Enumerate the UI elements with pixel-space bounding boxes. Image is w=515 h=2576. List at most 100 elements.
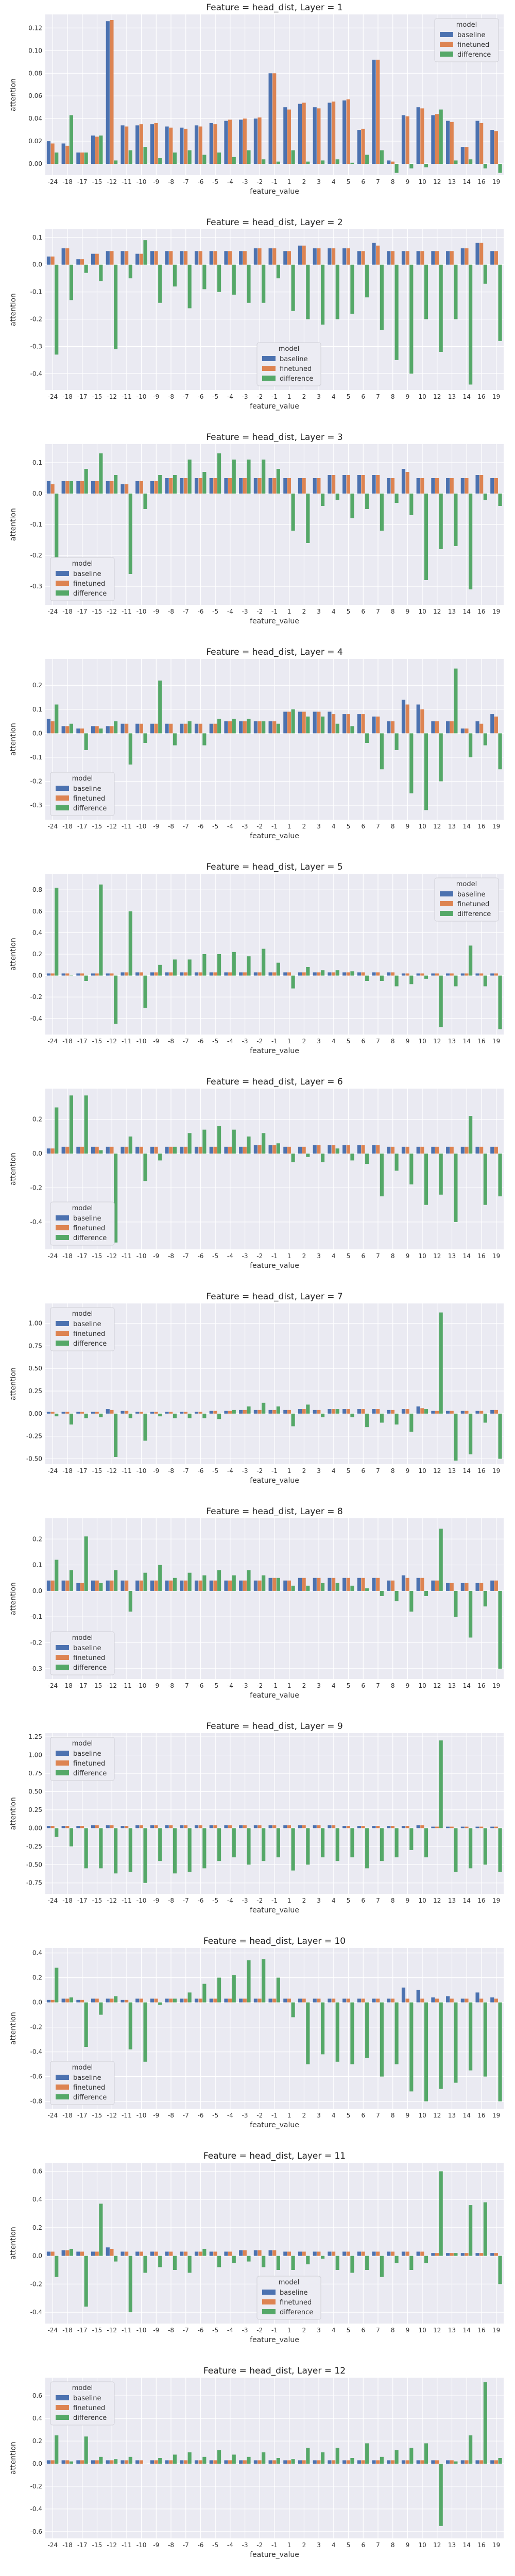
bar-baseline <box>106 1580 110 1591</box>
x-tick-label: -15 <box>92 1252 102 1260</box>
x-tick-label: -9 <box>153 393 159 400</box>
bar-baseline <box>61 1412 65 1414</box>
bar-finetuned <box>420 251 424 265</box>
y-tick-label: 0.6 <box>32 2392 42 2399</box>
bar-finetuned <box>65 1412 70 1414</box>
x-tick-label: -15 <box>92 2112 102 2119</box>
x-tick-label: 13 <box>448 1682 456 1689</box>
bar-finetuned <box>258 721 262 734</box>
bar-baseline <box>490 1580 494 1591</box>
bar-baseline <box>46 1148 51 1154</box>
bar-baseline <box>475 475 479 494</box>
bar-baseline <box>431 2460 435 2464</box>
bar-baseline <box>106 21 110 164</box>
bar-finetuned <box>50 721 55 734</box>
bar-difference <box>306 1154 310 1157</box>
x-tick-label: -1 <box>271 1897 278 1904</box>
bar-finetuned <box>346 1998 350 2003</box>
y-tick-label: -0.1 <box>30 289 42 296</box>
bar-baseline <box>446 1996 450 2003</box>
bar-baseline <box>401 251 406 265</box>
bar-baseline <box>239 2460 243 2464</box>
bar-finetuned <box>243 2250 247 2256</box>
bar-difference <box>409 494 414 515</box>
bar-baseline <box>298 1998 302 2003</box>
x-tick-label: 8 <box>391 1467 395 1475</box>
bar-difference <box>439 2171 443 2256</box>
bar-baseline <box>150 972 154 976</box>
bar-finetuned <box>390 1410 395 1414</box>
bar-difference <box>202 1828 207 1869</box>
x-tick-label: -12 <box>107 178 117 185</box>
bar-difference <box>350 1413 354 1417</box>
y-tick-label: -0.2 <box>30 2280 42 2287</box>
x-tick-label: -5 <box>212 823 218 830</box>
bar-baseline <box>283 478 287 494</box>
x-tick-label: 14 <box>463 823 471 830</box>
x-tick-label: 10 <box>418 1038 426 1045</box>
bar-difference <box>217 453 221 494</box>
bar-difference <box>394 1154 399 1171</box>
bar-finetuned <box>465 1411 469 1414</box>
bar-difference <box>394 733 399 750</box>
x-tick-label: 9 <box>406 178 410 185</box>
bar-finetuned <box>125 1411 129 1414</box>
bar-baseline <box>106 2460 110 2464</box>
bar-finetuned <box>169 723 173 734</box>
chart-panel: -0.4 -0.2 0.0 0.2 0.4 0.6 -24 -18 -17 -15 -12 -11 -1… <box>0 2148 515 2363</box>
bar-finetuned <box>405 1998 409 2003</box>
bar-finetuned <box>450 122 454 164</box>
x-tick-label: -5 <box>212 608 218 615</box>
bar-difference <box>158 964 162 976</box>
bar-difference <box>409 264 414 374</box>
bar-finetuned <box>346 1578 350 1591</box>
x-tick-label: 10 <box>418 2112 426 2119</box>
legend-title: model <box>72 1634 93 1642</box>
x-tick-label: -1 <box>271 393 278 400</box>
x-tick-label: -4 <box>227 1252 233 1260</box>
y-tick-label: 0.0 <box>32 972 42 979</box>
y-tick-label: 0.6 <box>32 2167 42 2175</box>
bar-difference <box>498 1828 502 1872</box>
x-tick-label: -9 <box>153 1682 159 1689</box>
bar-baseline <box>194 1580 199 1591</box>
y-tick-label: -0.2 <box>30 1639 42 1647</box>
bar-difference <box>143 975 147 1008</box>
bar-finetuned <box>80 2251 84 2256</box>
x-tick-label: 7 <box>376 608 380 615</box>
bar-difference <box>217 1413 221 1419</box>
bar-baseline <box>239 1580 243 1591</box>
bar-finetuned <box>198 972 202 976</box>
bar-difference <box>291 2459 295 2464</box>
bar-baseline <box>91 726 95 734</box>
x-tick-label: -3 <box>242 393 248 400</box>
x-tick-label: -5 <box>212 1467 218 1475</box>
bar-difference <box>276 161 280 164</box>
bar-difference <box>291 150 295 164</box>
bar-baseline <box>239 1146 243 1154</box>
bar-difference <box>202 155 207 164</box>
bar-baseline <box>475 973 479 976</box>
x-tick-label: -1 <box>271 608 278 615</box>
bar-baseline <box>416 1578 420 1591</box>
bar-difference <box>202 264 207 290</box>
x-tick-label: 12 <box>433 2112 441 2119</box>
bar-finetuned <box>228 1146 232 1154</box>
x-tick-label: 12 <box>433 2541 441 2549</box>
bar-difference <box>498 1590 502 1669</box>
bar-difference <box>128 2002 132 2049</box>
bar-baseline <box>150 1146 154 1154</box>
bar-finetuned <box>272 1578 277 1591</box>
bar-difference <box>114 1996 118 2003</box>
bar-baseline <box>357 714 361 734</box>
bar-baseline <box>387 1580 391 1591</box>
bar-difference <box>158 2002 162 2005</box>
bar-baseline <box>357 2251 361 2256</box>
bar-finetuned <box>420 1146 424 1154</box>
bar-difference <box>291 264 295 311</box>
bar-difference <box>483 2382 487 2464</box>
x-tick-label: 14 <box>463 1897 471 1904</box>
bar-baseline <box>431 1146 435 1154</box>
bar-finetuned <box>332 1145 336 1154</box>
